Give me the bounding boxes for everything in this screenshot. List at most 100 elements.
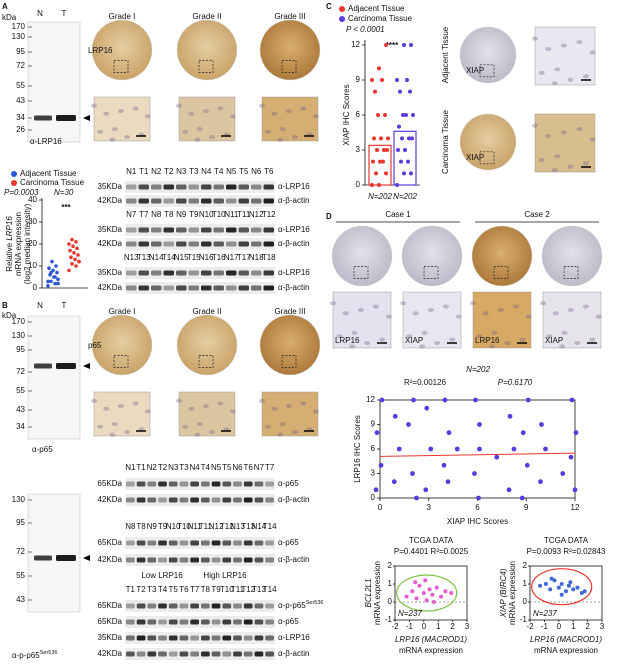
blot-band [238,198,249,204]
data-point [472,471,477,476]
cell-texture [559,344,566,349]
panel-label: B [2,301,8,310]
axis-title: mRNA expression [14,212,23,276]
blot-band [254,481,264,487]
data-point [424,405,430,411]
kda-label: 35KDa [98,182,123,191]
blot-band [168,603,178,609]
panel-label: C [326,2,332,11]
data-point [376,113,380,117]
data-point [374,430,380,436]
cell-texture [124,430,131,435]
axis-title: LRP16 (MACROD1) [530,635,602,644]
cell-texture [229,114,236,119]
group-label: High LRP16 [203,571,247,580]
ihc-label: XIAP [466,153,484,162]
label: N=202 [368,192,392,201]
data-point [399,159,403,164]
cell-texture [400,301,406,306]
blot-band [243,497,253,503]
blot-band [138,241,149,247]
axis-title: XIAP (BIRC4) [499,568,508,618]
lane-label: T1 [136,463,146,472]
legend-label: Carcinoma Tissue [348,14,413,23]
kda-label: 35KDa [98,225,123,234]
zoom-image [261,391,319,437]
cell-texture [489,344,496,349]
data-point [414,596,419,601]
blot-band [201,241,212,247]
blot-band [263,285,274,291]
data-point [380,78,384,82]
label-part: P < 0.0001 [346,25,385,34]
blot-band [263,198,274,204]
zoom-box [423,266,439,279]
cell-texture [576,40,583,45]
axis-title: mRNA expression [508,561,517,625]
blot-band [147,635,157,641]
lane-label: T2 [158,463,168,472]
blot-band [163,227,174,233]
label: N=30 [54,188,74,197]
data-point [47,266,51,271]
x-tick-label: 0 [378,503,383,512]
panel-label: D [326,212,332,221]
blot-band [190,481,199,487]
data-point [402,171,406,176]
blot-band [243,557,253,563]
cell-texture [540,301,546,306]
cell-texture [202,404,209,409]
lane-label: T [62,9,67,18]
blot-band [34,115,52,121]
cell-texture [589,50,596,55]
antibody-label: α-β-actin [278,196,309,205]
data-point [559,582,564,586]
cell-texture [182,424,189,429]
lane-label: T8 [164,210,174,219]
blot-band [211,497,221,503]
blot-band [138,184,149,190]
kda-label: 42KDa [98,555,123,564]
lane-label: T12 [241,585,255,594]
blot-band [151,227,162,233]
cell-texture [103,111,110,116]
kda-title: kDa [2,311,17,320]
data-point [391,479,397,485]
label-part: Ser536 [306,600,324,606]
blot-band [238,270,249,276]
lane-label: N8 [151,210,162,219]
blot-band [243,540,253,546]
blot-band [222,635,232,641]
blot-strip [125,632,275,644]
kda-title: kDa [2,13,17,22]
cell-texture [271,111,278,116]
label-part: N=30 [54,188,74,197]
lane-label: T11 [199,522,213,531]
blot-band [226,198,237,204]
grade-label: Grade III [274,307,305,316]
lane-label: T12 [262,210,276,219]
blot-band [213,270,224,276]
data-point [407,136,411,141]
blot-band [201,635,210,641]
lane-label: T3 [179,463,189,472]
data-point [579,591,584,595]
lane-label: N5 [211,463,222,472]
blot-strip [125,537,275,549]
lane-label: N10 [166,522,181,531]
lane-label: T6 [179,585,189,594]
kda-marker: 72 [16,61,25,70]
antibody-label: α-LRP16 [278,633,310,642]
plot-frame [529,565,603,621]
blot-band [188,241,199,247]
cell-texture [560,130,567,135]
blot-band [126,635,135,641]
data-point [55,270,59,275]
data-point [54,264,58,268]
data-point [392,413,398,419]
kda-label: 42KDa [98,239,123,248]
significance: *** [61,203,71,212]
data-point [408,89,412,94]
blot-band [201,270,212,276]
blot-band [222,651,232,657]
